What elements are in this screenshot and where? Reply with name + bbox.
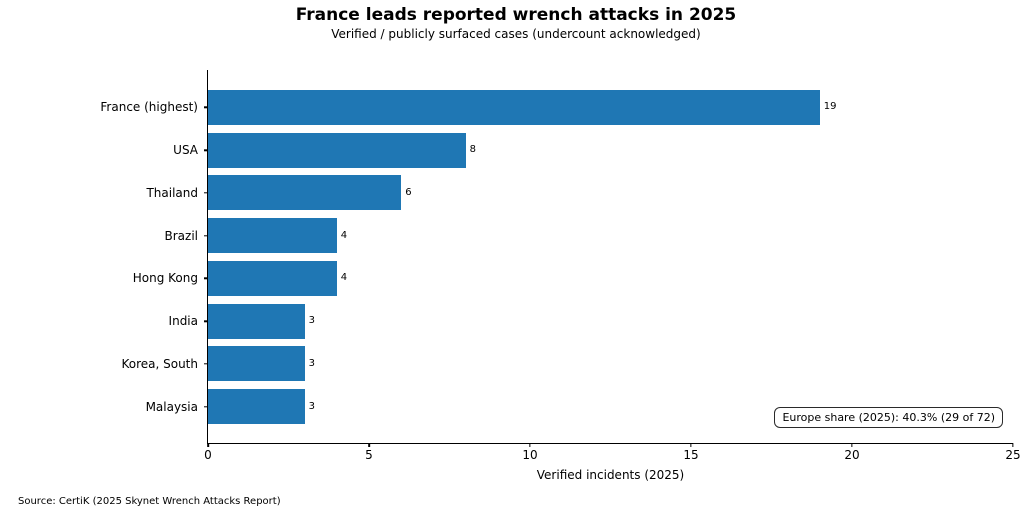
y-tick-label: Malaysia <box>145 399 198 414</box>
y-tick-label: Hong Kong <box>132 271 198 286</box>
x-tick-mark <box>690 443 692 447</box>
x-tick: 10 <box>522 443 538 462</box>
y-tick-mark <box>204 149 208 151</box>
y-tick-mark <box>204 106 208 109</box>
x-tick-mark <box>207 443 209 447</box>
x-axis-label: Verified incidents (2025) <box>536 468 685 482</box>
bar <box>208 89 820 125</box>
x-tick: 0 <box>204 443 212 462</box>
bar-row: USA 8 <box>173 129 1013 172</box>
x-tick: 25 <box>1005 443 1021 462</box>
bar-value-label: 3 <box>308 400 315 412</box>
x-tick: 5 <box>365 443 373 462</box>
bar-value-label: 3 <box>308 357 315 369</box>
x-tick-label: 15 <box>683 448 699 462</box>
bar-row: France (highest) 19 <box>100 86 1013 129</box>
x-tick-label: 10 <box>522 448 538 462</box>
bar-row: Malaysia 3 <box>146 385 1013 428</box>
y-tick-mark <box>204 405 208 408</box>
bar <box>208 132 466 168</box>
bar <box>208 303 305 339</box>
bar-row: Korea, South 3 <box>121 343 1013 386</box>
x-tick: 15 <box>683 443 699 462</box>
bar-row: Thailand 6 <box>146 172 1013 215</box>
x-tick-label: 5 <box>365 448 373 462</box>
y-tick-mark <box>204 277 208 280</box>
bar <box>208 389 305 425</box>
x-tick-mark <box>529 443 531 447</box>
y-tick-label: Korea, South <box>121 356 198 371</box>
bar <box>208 175 402 211</box>
y-tick-label: USA <box>173 143 198 158</box>
plot-area: France (highest) 19 USA 8 Thailand 6 Brazil 4 Ho… <box>100 70 1021 482</box>
bar <box>208 346 305 382</box>
x-tick-mark <box>851 443 853 447</box>
bar-value-label: 4 <box>340 272 348 284</box>
y-tick-label: India <box>168 314 198 329</box>
bar-value-label: 19 <box>823 101 837 113</box>
x-tick-label: 0 <box>204 448 212 462</box>
bar-value-label: 3 <box>308 315 315 327</box>
y-tick-mark <box>204 192 208 194</box>
x-tick-mark <box>1012 443 1014 447</box>
bar-value-label: 8 <box>469 144 476 156</box>
bar <box>208 260 337 296</box>
source-note: Source: CertiK (2025 Skynet Wrench Attac… <box>18 496 281 507</box>
bar-row: Hong Kong 4 <box>133 257 1013 300</box>
y-tick-label: France (highest) <box>100 100 198 115</box>
x-tick: 20 <box>844 443 860 462</box>
y-tick-mark <box>204 234 208 237</box>
x-tick-label: 25 <box>1005 448 1021 462</box>
y-tick-mark <box>204 363 208 365</box>
bar <box>208 218 337 254</box>
bar-value-label: 4 <box>340 229 348 241</box>
europe-share-annotation: Europe share (2025): 40.3% (29 of 72) <box>774 407 1003 428</box>
y-tick-label: Brazil <box>164 228 199 243</box>
bar-value-label: 6 <box>405 186 412 198</box>
y-tick-label: Thailand <box>146 185 198 200</box>
x-tick-mark <box>368 443 370 447</box>
y-tick-mark <box>204 320 208 322</box>
x-tick-label: 20 <box>844 448 860 462</box>
chart-title: France leads reported wrench attacks in … <box>295 5 737 25</box>
bar-row: India 3 <box>169 300 1013 343</box>
chart-subtitle: Verified / publicly surfaced cases (unde… <box>331 27 701 41</box>
bar-rows: France (highest) 19 USA 8 Thailand 6 Brazil 4 Ho… <box>100 70 1013 443</box>
bar-row: Brazil 4 <box>165 214 1013 257</box>
